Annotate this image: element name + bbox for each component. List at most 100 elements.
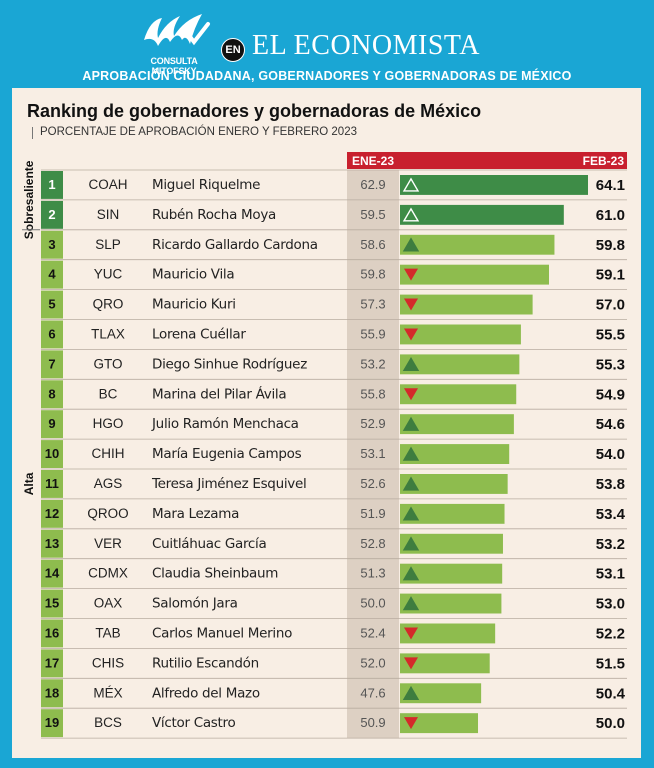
feb-value: 50.4 xyxy=(596,685,626,702)
state-code: CHIH xyxy=(92,446,125,461)
jan-value: 55.9 xyxy=(360,326,385,341)
rank-number: 18 xyxy=(45,685,59,700)
trend-up-icon xyxy=(402,237,420,252)
governor-name: Claudia Sheinbaum xyxy=(152,566,278,582)
feb-bar xyxy=(400,294,533,315)
governor-name: Rutilio Escandón xyxy=(152,655,259,671)
feb-value: 53.0 xyxy=(596,596,625,613)
feb-bar xyxy=(400,474,508,494)
governor-name: Mauricio Kuri xyxy=(152,297,236,313)
ranking-panel: Ranking de gobernadores y gobernadoras d… xyxy=(12,88,641,758)
trend-down-icon xyxy=(404,717,418,730)
governor-name: Miguel Riquelme xyxy=(152,177,260,193)
jan-value: 59.8 xyxy=(360,267,385,282)
feb-bar xyxy=(400,713,479,734)
header-subtitle: APROBACIÓN CIUDADANA, GOBERNADORES Y GOB… xyxy=(82,69,572,83)
feb-bar xyxy=(400,204,564,225)
state-code: CDMX xyxy=(88,566,128,581)
rank-box xyxy=(41,529,63,558)
feb-value: 54.0 xyxy=(596,446,625,463)
jan-value: 57.3 xyxy=(360,297,385,312)
state-code: SLP xyxy=(95,237,121,252)
jan-value: 53.2 xyxy=(360,356,385,371)
feb-value: 52.2 xyxy=(596,625,625,642)
rank-box xyxy=(41,350,63,379)
trend-down-icon xyxy=(404,388,418,401)
feb-value: 53.2 xyxy=(596,536,625,553)
feb-bar xyxy=(400,384,517,405)
jan-value: 47.6 xyxy=(360,685,385,700)
trend-up-icon xyxy=(402,506,420,521)
consulta-mitofsky-logo: CONSULTA MITOFSKY xyxy=(132,10,216,76)
jan-value: 52.8 xyxy=(360,536,385,551)
feb-bar xyxy=(400,324,521,345)
rank-number: 7 xyxy=(48,356,55,371)
governor-name: Teresa Jiménez Esquivel xyxy=(151,476,306,492)
rank-box xyxy=(41,589,63,618)
trend-up-icon xyxy=(402,685,420,700)
governor-name: Salomón Jara xyxy=(152,596,238,612)
rank-number: 17 xyxy=(45,655,59,670)
feb-bar xyxy=(400,683,482,704)
feb-bar xyxy=(400,593,502,614)
feb-bar xyxy=(400,533,503,554)
rank-number: 12 xyxy=(45,506,59,521)
trend-up-icon xyxy=(402,416,420,431)
jan-value: 52.6 xyxy=(360,476,385,491)
rank-box xyxy=(41,410,63,439)
state-code: QROO xyxy=(87,506,128,521)
trend-up-icon xyxy=(402,536,420,551)
feb-value: 55.5 xyxy=(596,326,625,343)
feb-bar xyxy=(400,234,555,255)
rank-number: 2 xyxy=(48,207,55,222)
rank-box xyxy=(41,260,63,289)
state-code: YUC xyxy=(94,267,123,282)
trend-up-icon xyxy=(402,476,420,491)
group-label: Sobresaliente xyxy=(22,160,36,239)
rank-box xyxy=(41,440,63,468)
jan-value: 51.9 xyxy=(360,506,385,521)
rank-box xyxy=(41,171,63,199)
logo-text: CONSULTA MITOFSKY xyxy=(150,56,198,76)
subtitle-divider xyxy=(32,127,33,139)
rank-number: 3 xyxy=(48,237,55,252)
trend-up-icon xyxy=(402,356,420,372)
feb-value: 57.0 xyxy=(596,297,625,314)
feb-value: 53.8 xyxy=(596,476,625,493)
rank-box xyxy=(41,290,63,319)
feb-value: 61.0 xyxy=(596,207,625,224)
rank-number: 6 xyxy=(48,326,55,341)
jan-value: 50.0 xyxy=(360,596,385,611)
jan-column-bg xyxy=(347,170,399,739)
governor-name: Cuitláhuac García xyxy=(152,536,267,552)
feb-bar xyxy=(400,503,505,524)
governor-name: Carlos Manuel Merino xyxy=(152,625,292,641)
feb-value: 54.6 xyxy=(596,416,625,433)
rank-number: 14 xyxy=(45,566,60,581)
feb-bar xyxy=(400,563,503,584)
rank-box xyxy=(41,200,63,229)
jan-value: 52.4 xyxy=(360,625,385,640)
state-code: GTO xyxy=(93,356,122,371)
governor-name: Diego Sinhue Rodríguez xyxy=(152,356,307,372)
feb-bar xyxy=(400,175,588,195)
column-header-jan: ENE-23 xyxy=(352,154,394,168)
rank-number: 1 xyxy=(48,177,55,192)
jan-value: 52.9 xyxy=(360,416,385,431)
feb-value: 59.1 xyxy=(596,267,625,284)
trend-up-icon xyxy=(402,177,420,192)
jan-value: 52.0 xyxy=(360,655,385,670)
trend-down-icon xyxy=(404,328,418,341)
rank-box xyxy=(41,709,63,738)
trend-up-icon xyxy=(402,566,420,581)
group-label: Alta xyxy=(22,472,36,495)
rank-box xyxy=(41,649,63,678)
governor-name: Mauricio Vila xyxy=(152,267,234,283)
state-code: HGO xyxy=(93,416,124,431)
rank-box xyxy=(41,559,63,588)
rank-box xyxy=(41,320,63,349)
en-badge: EN xyxy=(221,38,245,62)
feb-bar xyxy=(400,623,496,644)
trend-up-icon xyxy=(402,596,420,611)
jan-value: 55.8 xyxy=(360,386,385,401)
